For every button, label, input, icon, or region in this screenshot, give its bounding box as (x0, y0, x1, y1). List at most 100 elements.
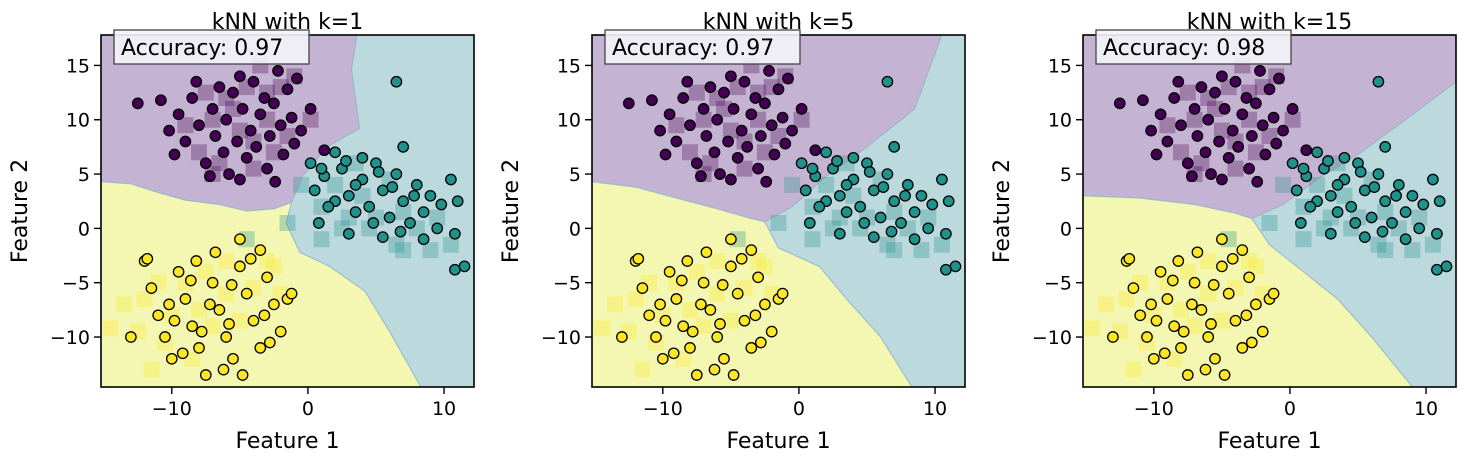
train-point (1267, 287, 1280, 300)
train-point (193, 342, 205, 354)
train-point (1331, 206, 1344, 218)
train-point (786, 124, 798, 137)
train-point (1145, 124, 1157, 137)
test-point (1186, 318, 1203, 335)
train-point (206, 276, 219, 289)
train-point (874, 211, 887, 224)
y-tick-label: 10 (66, 110, 90, 132)
train-point (1372, 75, 1385, 88)
train-point (1379, 141, 1392, 153)
train-point (225, 279, 238, 291)
plot-area (592, 35, 965, 387)
annotation-box (604, 29, 801, 65)
train-point (908, 206, 921, 218)
test-point (879, 236, 896, 253)
train-point (735, 124, 748, 137)
train-point (1216, 233, 1228, 246)
train-point (1207, 279, 1220, 291)
train-point (1251, 175, 1264, 188)
x-tick-label: −10 (152, 398, 192, 420)
test-point (634, 361, 651, 378)
test-point (204, 111, 221, 128)
y-tick-label: 15 (557, 55, 581, 77)
train-point (1392, 179, 1405, 191)
train-point (820, 146, 832, 159)
y-tick-label: 10 (1048, 110, 1072, 132)
test-point (422, 242, 439, 259)
y-tick-label: −5 (1044, 273, 1072, 295)
test-point (293, 176, 310, 193)
train-point (404, 217, 416, 229)
train-point (288, 137, 301, 150)
train-point (390, 75, 403, 88)
annotation-text: Accuracy: 0.98 (1103, 36, 1265, 61)
train-point (223, 168, 235, 180)
train-point (179, 135, 192, 148)
annotation-box (113, 29, 310, 65)
train-point (725, 233, 737, 246)
train-point (322, 200, 335, 213)
boundary-line (1251, 218, 1413, 387)
train-point (888, 195, 901, 208)
train-point (833, 227, 846, 240)
train-point (759, 97, 771, 110)
train-point (125, 331, 137, 343)
train-point (1186, 170, 1198, 183)
train-point (1150, 314, 1163, 327)
test-point (313, 231, 330, 248)
test-point (1336, 187, 1353, 204)
region-class2 (1083, 195, 1413, 387)
train-point (1191, 130, 1204, 142)
test-point (388, 236, 405, 253)
train-point (1338, 151, 1351, 164)
train-point (1147, 352, 1160, 365)
train-point (708, 363, 721, 376)
test-point (933, 236, 950, 253)
train-point (722, 135, 734, 148)
train-point (1127, 282, 1140, 294)
y-tick-label: 0 (1060, 218, 1072, 240)
train-point (632, 252, 645, 265)
train-point (1236, 342, 1249, 354)
train-point (695, 298, 707, 311)
train-point (1417, 198, 1430, 211)
train-point (213, 304, 226, 316)
train-point (795, 157, 808, 170)
train-point (681, 75, 694, 88)
train-point (899, 189, 911, 202)
train-point (725, 70, 737, 83)
y-axis-label: Feature 2 (990, 159, 1015, 263)
test-point (177, 117, 194, 134)
train-point (209, 246, 222, 259)
train-point (854, 200, 867, 213)
train-point (840, 206, 853, 218)
train-point (831, 155, 843, 167)
train-point (895, 217, 907, 229)
test-point (442, 236, 459, 253)
train-point (1145, 298, 1157, 311)
test-point (688, 84, 705, 101)
train-point (745, 342, 758, 354)
train-point (340, 155, 352, 167)
x-tick-label: 0 (302, 398, 314, 420)
train-point (304, 103, 317, 115)
test-point (1404, 242, 1421, 259)
train-point (199, 157, 212, 170)
train-point (193, 119, 205, 132)
train-point (659, 314, 672, 327)
train-point (1368, 181, 1381, 193)
train-point (1222, 151, 1235, 164)
train-point (1168, 92, 1181, 104)
train-point (695, 170, 707, 183)
train-point (1195, 304, 1208, 316)
train-point (190, 75, 203, 88)
train-point (763, 65, 775, 77)
train-point (367, 217, 380, 229)
test-point (1200, 253, 1217, 269)
train-point (885, 225, 898, 238)
train-point (725, 173, 737, 186)
train-point (1240, 309, 1253, 322)
y-tick-label: −5 (553, 273, 581, 295)
test-point (1309, 176, 1326, 193)
train-point (295, 124, 307, 137)
